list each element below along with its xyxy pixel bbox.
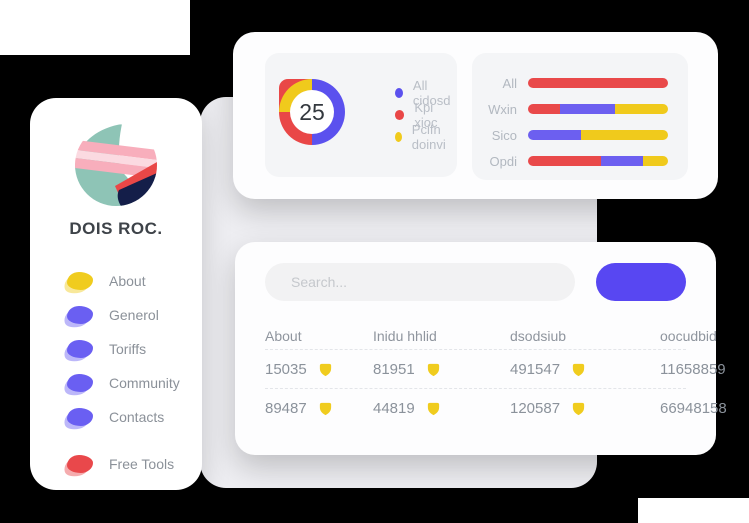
bar-row: Opdi [484, 148, 668, 174]
brand-name: DOIS ROC. [69, 219, 163, 238]
table-cell: 89487 [265, 400, 373, 417]
bar-segment [528, 156, 601, 166]
sidebar-item-label: Generol [109, 307, 159, 323]
bar-segment [581, 130, 668, 140]
bar-segment [642, 156, 668, 166]
table-cell: 491547 [510, 361, 660, 378]
table-header-row: About Inidu hhlid dsodsiub oocudbid [265, 323, 717, 349]
blob-icon [62, 272, 93, 296]
legend-item: Pcifn doinvi [395, 122, 457, 152]
logo-icon [75, 124, 157, 206]
table-row[interactable]: 15035 81951 491547 11658859 [265, 349, 726, 388]
bar-segment [560, 104, 615, 114]
sidebar-item-toriffs[interactable]: Toriffs [62, 332, 202, 366]
shield-icon [572, 402, 585, 415]
sidebar-item-label: Free Tools [109, 456, 175, 472]
sidebar-item-contacts[interactable]: Contacts [62, 400, 202, 434]
column-header: oocudbid [660, 328, 717, 344]
bar-row: Wxin [484, 96, 668, 122]
brand-logo [75, 124, 157, 206]
blob-icon [62, 455, 93, 479]
background-block-bottom-right [638, 498, 749, 523]
bar-track [528, 104, 668, 114]
blob-icon [62, 408, 93, 432]
sidebar: DOIS ROC. About Generol [30, 98, 202, 490]
search-input[interactable] [265, 263, 575, 301]
shield-icon [319, 402, 331, 415]
blob-icon [62, 340, 93, 364]
sidebar-item-free-tools[interactable]: Free Tools [62, 447, 202, 481]
sidebar-item-label: Toriffs [109, 341, 147, 357]
table-cell: 81951 [373, 361, 510, 378]
legend-item: All cidosd [395, 78, 457, 108]
legend-dot-icon [395, 110, 405, 120]
bar-segment [614, 104, 668, 114]
donut-center-value: 25 [290, 90, 334, 134]
bar-chart-panel: All Wxin Sico Opdi [472, 53, 688, 180]
bar-track [528, 130, 668, 140]
primary-action-button[interactable] [596, 263, 686, 301]
legend-dot-icon [395, 132, 402, 142]
column-header: dsodsiub [510, 328, 567, 344]
column-header: About [265, 328, 302, 344]
table-cell: 66948158 [660, 399, 727, 417]
bar-segment [528, 130, 582, 140]
sidebar-item-label: Community [109, 375, 180, 391]
column-header: Inidu hhlid [373, 328, 437, 344]
shield-icon [319, 363, 331, 376]
bar-segment [528, 78, 668, 88]
table-cell: 11658859 [660, 360, 726, 378]
legend-dot-icon [395, 88, 403, 98]
donut-legend: All cidosd Kpi xioc Pcifn doinvi [395, 78, 457, 152]
table-cell: 44819 [373, 400, 510, 417]
donut-chart-panel: 25 All cidosd Kpi xioc Pcifn doinvi [265, 53, 457, 177]
bar-row: All [484, 70, 668, 96]
blob-icon [62, 306, 93, 330]
table-cell: 15035 [265, 361, 373, 378]
bar-segment [600, 156, 643, 166]
shield-icon [427, 363, 439, 376]
background-block-top-left [0, 0, 190, 55]
bar-segment [528, 104, 561, 114]
sidebar-menu: About Generol Toriffs [30, 264, 202, 481]
sidebar-item-label: Contacts [109, 409, 165, 425]
bar-track [528, 156, 668, 166]
sidebar-item-generol[interactable]: Generol [62, 298, 202, 332]
table-row[interactable]: 89487 44819 120587 66948158 [265, 388, 727, 427]
legend-item: Kpi xioc [395, 100, 457, 130]
stats-card: 25 All cidosd Kpi xioc Pcifn doinvi All [233, 32, 718, 199]
table-cell: 120587 [510, 400, 660, 417]
table-card: About Inidu hhlid dsodsiub oocudbid 1503… [235, 242, 727, 455]
sidebar-item-community[interactable]: Community [62, 366, 202, 400]
bar-row: Sico [484, 122, 668, 148]
shield-icon [427, 402, 439, 415]
sidebar-item-label: About [109, 273, 146, 289]
blob-icon [62, 374, 93, 398]
shield-icon [572, 363, 585, 376]
bar-track [528, 78, 668, 88]
sidebar-item-about[interactable]: About [62, 264, 202, 298]
